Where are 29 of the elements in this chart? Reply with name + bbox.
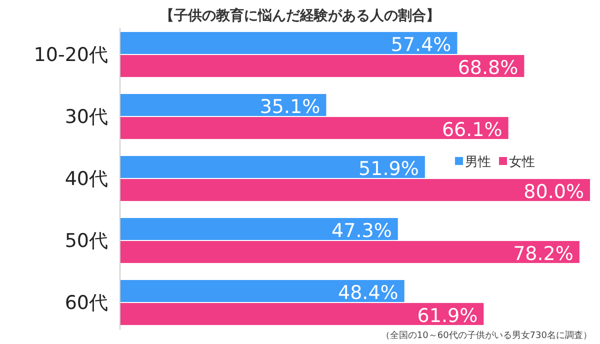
bar [120, 117, 508, 139]
data-label: 68.8% [458, 57, 518, 79]
bar [120, 241, 580, 263]
legend-label: 女性 [509, 155, 535, 170]
bar [120, 55, 524, 77]
data-label: 66.1% [442, 119, 502, 141]
y-tick-label: 40代 [64, 168, 108, 190]
bar [120, 179, 590, 201]
y-tick-label: 10-20代 [34, 44, 108, 66]
data-label: 80.0% [524, 181, 584, 203]
bar [120, 156, 425, 178]
bar [120, 303, 484, 325]
y-tick-label: 60代 [64, 292, 108, 314]
bar [120, 218, 398, 240]
bar [120, 280, 404, 302]
data-label: 78.2% [513, 243, 574, 265]
legend-label: 男性 [465, 155, 491, 170]
chart-title: 【子供の教育に悩んだ経験がある人の割合】 [160, 7, 440, 24]
y-tick-label: 30代 [64, 106, 108, 128]
data-label: 57.4% [390, 34, 452, 56]
data-label: 47.3% [332, 220, 392, 242]
bar [120, 32, 458, 54]
data-label: 61.9% [417, 305, 478, 327]
bar [120, 94, 326, 116]
y-tick-label: 50代 [64, 230, 108, 252]
data-label: 35.1% [260, 96, 320, 118]
text: （全国の10～60代の子供がいる男女730名に調査） [380, 330, 592, 341]
data-label: 48.4% [338, 282, 398, 304]
data-label: 51.9% [358, 158, 419, 180]
